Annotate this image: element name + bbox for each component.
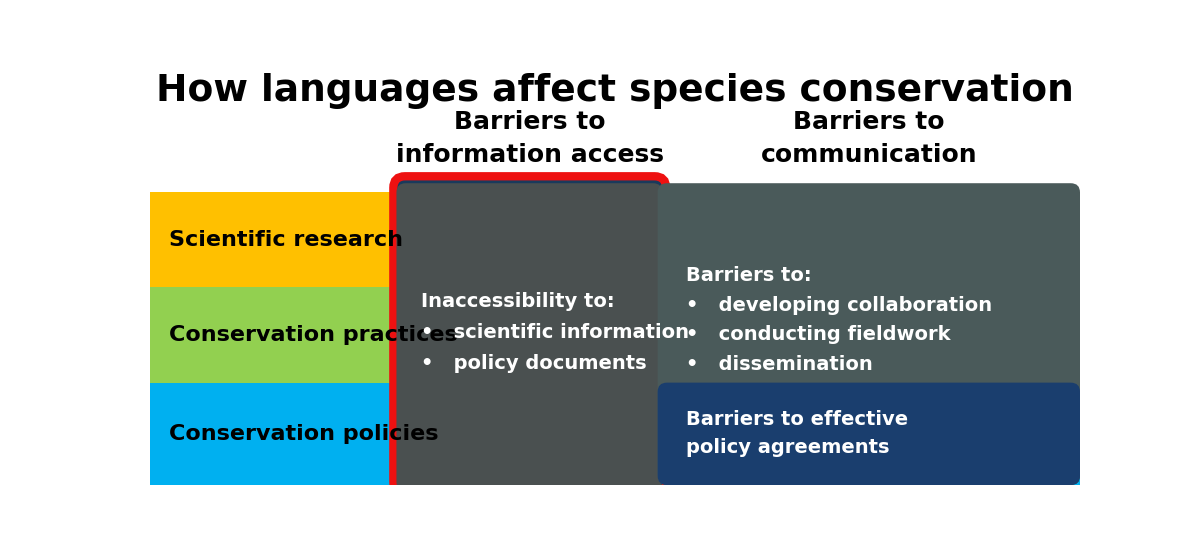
FancyBboxPatch shape xyxy=(396,183,662,491)
Text: Conservation practices: Conservation practices xyxy=(169,325,458,345)
Text: Barriers to effective
policy agreements: Barriers to effective policy agreements xyxy=(686,410,908,457)
Bar xyxy=(150,383,1080,485)
FancyBboxPatch shape xyxy=(394,176,666,494)
Text: Barriers to
communication: Barriers to communication xyxy=(761,110,977,167)
Text: Barriers to:
•   developing collaboration
•   conducting fieldwork
•   dissemina: Barriers to: • developing collaboration … xyxy=(686,266,992,374)
Text: Barriers to
information access: Barriers to information access xyxy=(396,110,664,167)
FancyBboxPatch shape xyxy=(658,383,1080,485)
Text: Inaccessibility to:
•   scientific information
•   policy documents: Inaccessibility to: • scientific informa… xyxy=(421,293,689,373)
Bar xyxy=(150,192,1080,287)
FancyBboxPatch shape xyxy=(658,183,1080,485)
Text: Conservation policies: Conservation policies xyxy=(169,424,439,444)
Text: How languages affect species conservation: How languages affect species conservatio… xyxy=(156,73,1074,109)
Text: Scientific research: Scientific research xyxy=(169,230,403,250)
Bar xyxy=(150,287,1080,383)
